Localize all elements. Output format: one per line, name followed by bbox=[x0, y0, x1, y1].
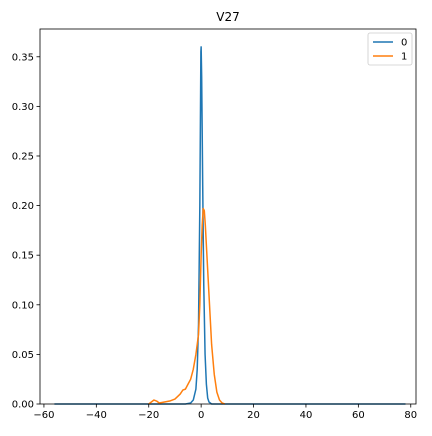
y-tick-label: 0.30 bbox=[12, 102, 34, 113]
x-tick-label: −20 bbox=[138, 410, 159, 421]
x-tick-label: 0 bbox=[198, 410, 204, 421]
y-tick-label: 0.35 bbox=[12, 52, 34, 63]
x-tick-label: 60 bbox=[352, 410, 365, 421]
x-tick-label: −40 bbox=[86, 410, 107, 421]
legend: 01 bbox=[367, 32, 413, 66]
x-tick-label: 80 bbox=[404, 410, 417, 421]
x-tick-label: −60 bbox=[33, 410, 54, 421]
legend-box bbox=[367, 32, 413, 66]
x-tick-label: 40 bbox=[300, 410, 313, 421]
series-line-1 bbox=[148, 207, 225, 405]
legend-label: 0 bbox=[401, 38, 407, 49]
y-tick-label: 0.05 bbox=[12, 350, 34, 361]
y-tick-label: 0.00 bbox=[12, 400, 34, 411]
y-tick-label: 0.10 bbox=[12, 300, 34, 311]
y-tick-label: 0.20 bbox=[12, 201, 34, 212]
axes-layer: −60 −40 −20 0 20 40 60 80 0.00 0.05 0.10 0.15 0.20 0.… bbox=[12, 28, 417, 421]
x-tick-label: 20 bbox=[247, 410, 260, 421]
chart-title: V27 bbox=[216, 10, 239, 24]
y-tick-label: 0.15 bbox=[12, 251, 34, 262]
axes-frame bbox=[39, 28, 417, 405]
y-tick-label: 0.25 bbox=[12, 151, 34, 162]
legend-label: 1 bbox=[401, 52, 407, 63]
